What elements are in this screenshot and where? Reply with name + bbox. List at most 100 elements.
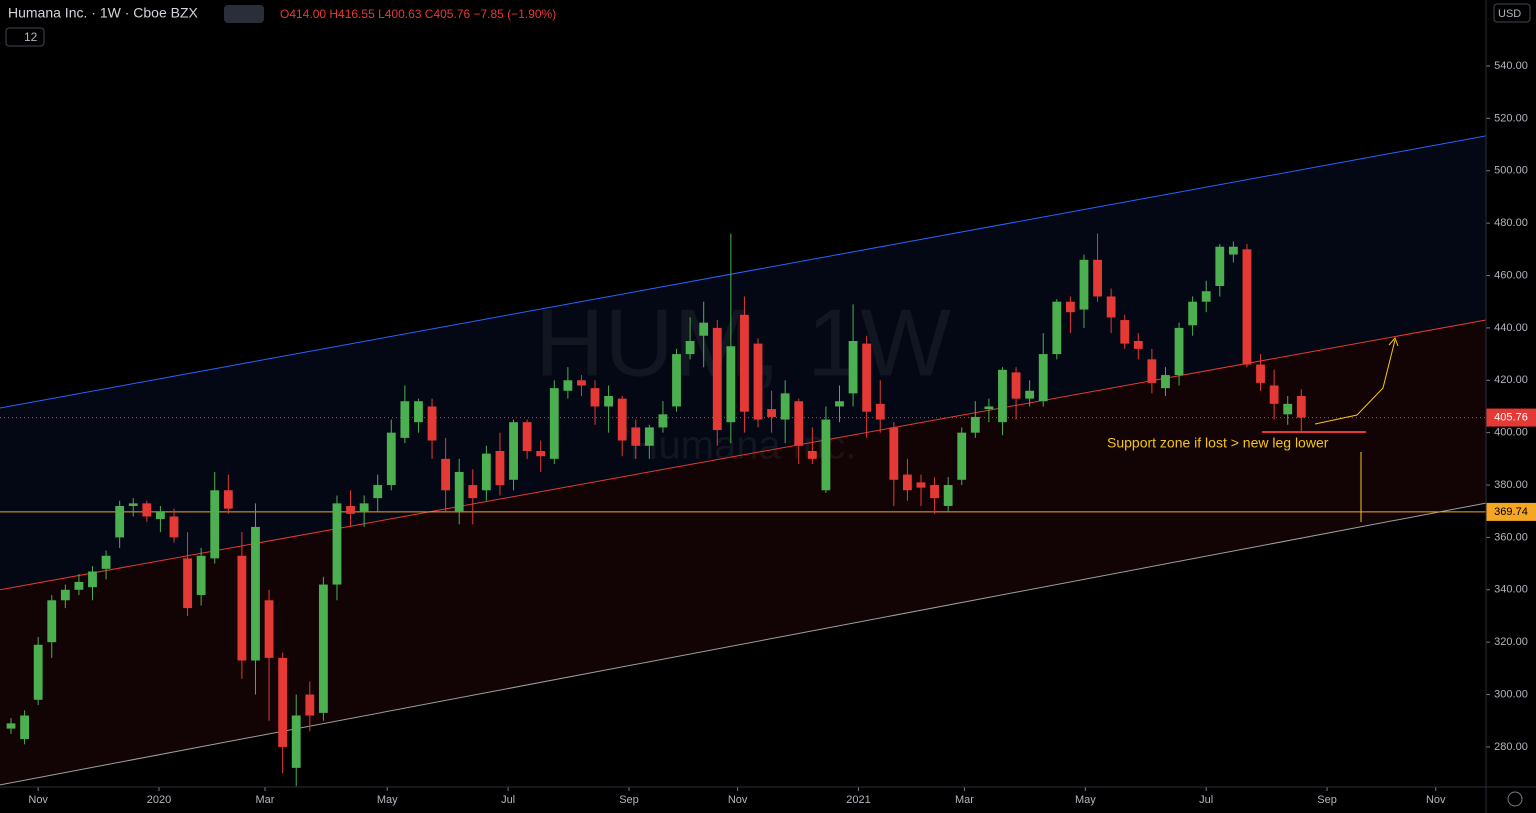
last-price-box	[1486, 408, 1536, 427]
candle-body	[47, 600, 57, 643]
candle-body	[998, 369, 1007, 423]
candle-body	[1011, 372, 1021, 399]
candle-body	[115, 505, 125, 538]
candle-body	[169, 516, 179, 538]
candle-body	[441, 458, 451, 491]
trendline	[0, 502, 1487, 786]
candle-body	[196, 555, 206, 596]
candle-body	[1228, 246, 1238, 255]
candle-body	[1242, 249, 1252, 365]
candle-body	[1079, 259, 1089, 310]
y-tick-label: 380.00	[1494, 479, 1528, 491]
candle-body	[644, 427, 654, 446]
candle-body	[1161, 375, 1170, 389]
x-tick-label: Nov	[728, 794, 748, 806]
candle-body	[617, 398, 627, 441]
candle-body	[481, 453, 491, 491]
candle-body	[916, 482, 926, 488]
candle-body	[427, 406, 437, 441]
candle-body	[862, 343, 872, 412]
candle-body	[835, 401, 844, 407]
y-tick-label: 500.00	[1494, 165, 1528, 177]
ohlc-readout: O414.00 H416.55 L400.63 C405.76 −7.85 (−…	[280, 7, 556, 21]
candle-body	[631, 427, 641, 446]
candle-body	[278, 657, 288, 747]
candle-body	[400, 401, 410, 438]
y-tick-label: 400.00	[1494, 427, 1528, 439]
candle-body	[155, 511, 165, 520]
price-label: 369.74	[1494, 506, 1528, 518]
candle-body	[740, 314, 749, 412]
candle-body	[468, 485, 478, 499]
candle-body	[1256, 364, 1265, 383]
candle-body	[495, 450, 505, 486]
candle-body	[984, 406, 994, 410]
candle-body	[970, 416, 980, 433]
price-label-box	[1486, 502, 1536, 521]
candle-body	[821, 419, 831, 491]
settings-icon[interactable]	[1507, 791, 1523, 807]
y-tick-label: 300.00	[1494, 688, 1528, 700]
lower-channel-fill	[0, 320, 1486, 785]
annotation: Support zone if lost > new leg lower	[1107, 435, 1329, 451]
indicator-toggle[interactable]	[5, 27, 45, 47]
candle-body	[753, 343, 763, 420]
candle-body	[1038, 354, 1048, 402]
candle-body	[1025, 390, 1035, 399]
x-tick-label: May	[1075, 794, 1096, 806]
candle-body	[373, 485, 383, 499]
y-tick-label: 540.00	[1494, 60, 1528, 72]
x-tick-label: May	[377, 794, 398, 806]
candle-body	[386, 432, 396, 486]
y-tick-label: 340.00	[1494, 584, 1528, 596]
candle-body	[930, 485, 939, 499]
candle-body	[142, 503, 152, 517]
candle-body	[237, 555, 247, 661]
x-tick-label: Mar	[955, 794, 974, 806]
candle-body	[1174, 327, 1184, 376]
candle-body	[943, 485, 953, 506]
currency: USD	[1498, 8, 1521, 20]
candle-body	[1296, 395, 1306, 418]
y-tick-label: 280.00	[1494, 741, 1528, 753]
candle-body	[1147, 359, 1157, 383]
candle-body	[1215, 246, 1225, 286]
candle-body	[223, 490, 233, 509]
indicator-count: 12	[24, 30, 38, 44]
candle-body	[60, 589, 70, 601]
candle-body	[536, 450, 546, 457]
candle-body	[128, 503, 138, 506]
candle-body	[590, 388, 600, 407]
candle-body	[1133, 340, 1143, 349]
x-tick-label: 2021	[846, 794, 870, 806]
candle-body	[563, 380, 573, 391]
candle-body	[712, 327, 722, 431]
candle-body	[902, 474, 912, 491]
last-price-label: 405.76	[1494, 411, 1528, 423]
x-tick-label: Mar	[256, 794, 275, 806]
candle-body	[1052, 301, 1062, 355]
candle-body	[1283, 403, 1293, 415]
trendline	[0, 319, 1487, 591]
series-toggle[interactable]	[224, 5, 264, 23]
candle-body	[726, 346, 736, 423]
candle-body	[794, 401, 804, 446]
candle-body	[74, 581, 84, 590]
candle-body	[6, 723, 16, 729]
y-tick-label: 440.00	[1494, 322, 1528, 334]
candle-body	[264, 600, 274, 658]
x-tick-label: Jul	[1199, 794, 1213, 806]
candle-body	[88, 571, 97, 588]
currency-button[interactable]	[1493, 3, 1531, 23]
candle-body	[509, 422, 518, 480]
candle-body	[658, 414, 668, 428]
y-tick-label: 520.00	[1494, 112, 1528, 124]
candle-body	[549, 388, 559, 459]
candle-body	[577, 380, 586, 386]
candle-body	[807, 450, 817, 459]
candle-body	[183, 558, 192, 609]
y-tick-label: 320.00	[1494, 636, 1528, 648]
candle-body	[1269, 385, 1279, 404]
candle-body	[889, 427, 899, 480]
